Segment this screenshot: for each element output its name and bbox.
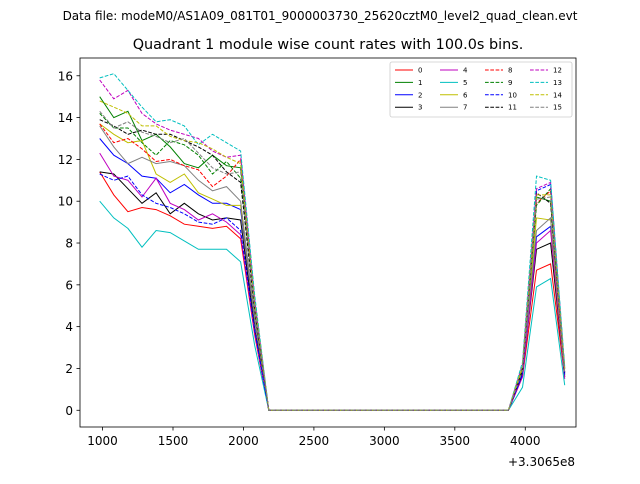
y-tick-label: 6 [65,278,73,292]
legend-label-6: 6 [463,91,468,99]
plot-area [99,73,566,411]
legend-label-1: 1 [418,79,422,87]
y-tick-label: 12 [58,153,73,167]
legend-label-13: 13 [553,79,562,87]
x-tick-label: 2000 [228,434,259,448]
x-axis-offset-label: +3.3065e8 [508,455,575,469]
x-tick-label: 3000 [369,434,400,448]
axes: 1000 1500 2000 2500 3000 3500 4000024681012141… [58,57,577,448]
series-line-3 [99,171,566,411]
legend-box [389,61,573,118]
legend-label-3: 3 [418,104,422,112]
legend-label-7: 7 [463,104,467,112]
legend-label-14: 14 [553,91,562,99]
legend-label-9: 9 [508,79,512,87]
legend-label-15: 15 [553,104,562,112]
legend-label-11: 11 [508,104,517,112]
series-line-14 [99,100,566,411]
x-tick-label: 4000 [510,434,541,448]
series-line-1 [99,96,566,411]
x-tick-label: 1500 [158,434,189,448]
x-tick-label: 3500 [440,434,471,448]
series-line-5 [99,200,566,411]
x-tick-label: 1000 [87,434,118,448]
series-line-9 [99,113,566,411]
x-tick-label: 2500 [299,434,330,448]
y-tick-label: 2 [65,362,73,376]
series-line-6 [99,123,566,411]
series-line-2 [99,138,566,411]
y-tick-label: 14 [58,111,73,125]
series-line-13 [99,73,566,411]
series-line-10 [99,173,566,411]
series-line-11 [99,119,566,411]
legend-label-2: 2 [418,91,422,99]
legend-label-4: 4 [463,67,468,75]
legend-label-12: 12 [553,67,562,75]
y-tick-label: 0 [65,404,73,418]
y-tick-label: 4 [65,320,73,334]
figure-suptitle: Data file: modeM0/AS1A09_081T01_90000037… [63,9,578,23]
series-line-12 [99,79,566,411]
series-line-0 [99,171,566,411]
legend-label-0: 0 [418,67,422,75]
legend-label-8: 8 [508,67,512,75]
series-line-15 [99,110,566,411]
legend-label-10: 10 [508,91,517,99]
chart-title: Quadrant 1 module wise count rates with … [133,37,524,53]
y-tick-label: 8 [65,237,73,251]
series-line-8 [99,123,566,411]
series-line-7 [99,125,566,411]
y-tick-label: 16 [58,69,73,83]
legend-label-5: 5 [463,79,467,87]
plot-frame [79,57,577,428]
y-tick-label: 10 [58,195,73,209]
